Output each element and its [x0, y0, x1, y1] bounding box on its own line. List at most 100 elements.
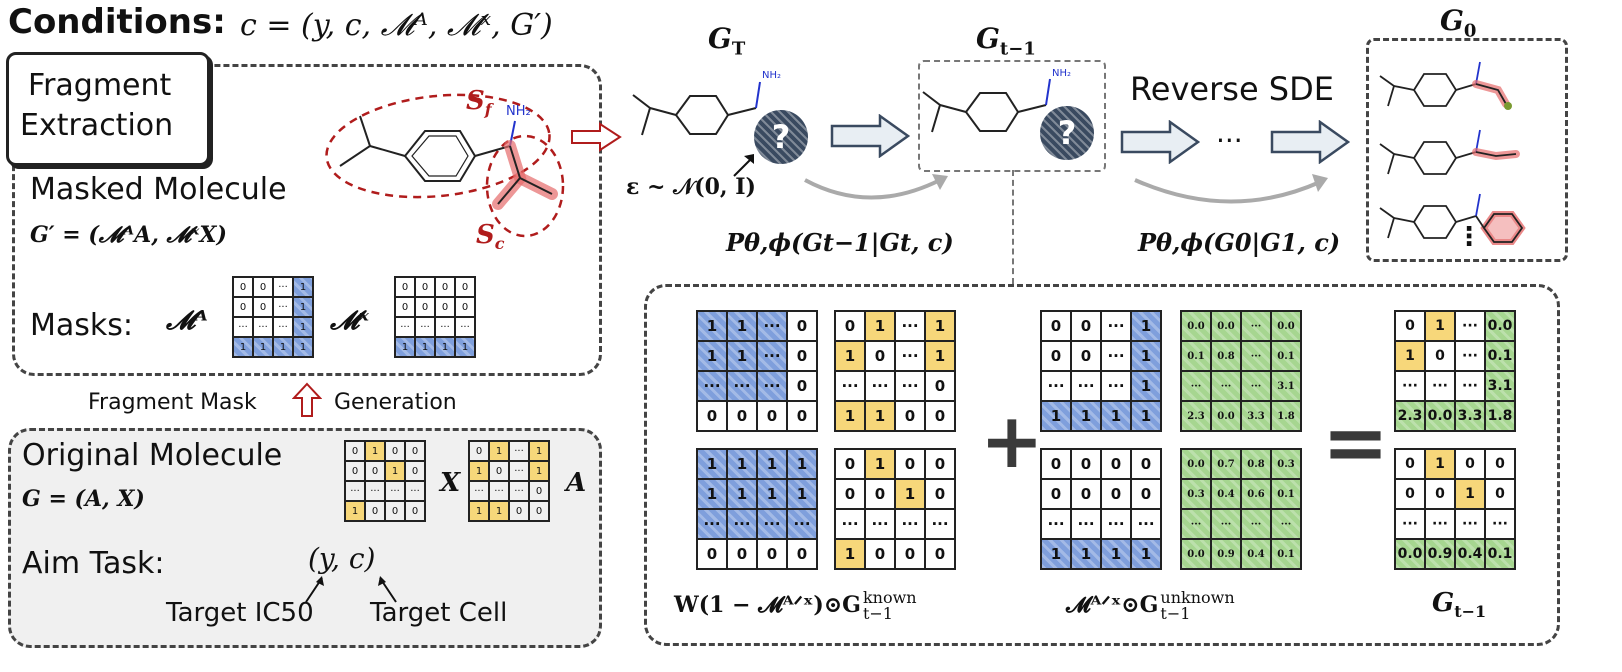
- matrix-cell: 0: [865, 479, 895, 509]
- matrix-cell: 1: [925, 341, 955, 371]
- matrix-cell: 0: [1041, 341, 1071, 371]
- matrix-cell: 0: [865, 539, 895, 569]
- matrix-cell: 0: [345, 441, 365, 461]
- matrix-cell: ···: [509, 441, 529, 461]
- matrix-cell: 0.3: [1271, 449, 1301, 479]
- matrix-cell: 1: [1071, 539, 1101, 569]
- matrix-cell: 0.1: [1485, 341, 1515, 371]
- matrix-cell: ···: [469, 481, 489, 501]
- matrix-cell: 0: [509, 501, 529, 521]
- matrix-cell: ···: [1211, 371, 1241, 401]
- original-molecule-panel: [8, 428, 602, 648]
- matrix-cell: ···: [865, 371, 895, 401]
- sc-label: Sc: [476, 220, 505, 253]
- matrix-cell: 0: [1041, 311, 1071, 341]
- matrix-cell: ···: [415, 317, 435, 337]
- matrix-cell: 0: [1071, 311, 1101, 341]
- matrix-cell: 0: [835, 479, 865, 509]
- matrix-cell: 1.8: [1271, 401, 1301, 431]
- matrix-cell: ···: [1241, 341, 1271, 371]
- matrix-cell: 0: [925, 479, 955, 509]
- matrix-cell: ···: [1425, 509, 1455, 539]
- step-arrow-1: [830, 114, 910, 158]
- gt1-letter: G: [976, 22, 1000, 55]
- mask-gen-right: Generation: [334, 390, 457, 415]
- gt-label: GT: [708, 22, 745, 60]
- g-known-bottom-matrix: 0 1 0 0 0 0 1 0 ··· ··· ··· ··· 1 0 0 0: [834, 448, 956, 570]
- matrix-cell: 1: [455, 337, 475, 357]
- x-small-matrix: 0 1 0 0 0 0 1 0 ··· ··· ··· ··· 1 0 0 0: [344, 440, 426, 522]
- matrix-cell: 1: [1041, 539, 1071, 569]
- matrix-cell: 1: [253, 337, 273, 357]
- matrix-cell: 1: [1131, 311, 1161, 341]
- matrix-cell: 0: [895, 539, 925, 569]
- aim-task-pointer-arrows: [305, 576, 397, 603]
- masked-molecule-title: Masked Molecule: [30, 172, 287, 207]
- matrix-cell: 1: [1101, 539, 1131, 569]
- matrix-cell: ···: [1211, 509, 1241, 539]
- matrix-cell: 0: [405, 501, 425, 521]
- ma-label: 𝓜ᴬ: [166, 306, 208, 336]
- matrix-cell: 0: [1131, 479, 1161, 509]
- matrix-cell: ···: [1395, 509, 1425, 539]
- gt1-question-mark: ?: [1057, 114, 1077, 152]
- matrix-cell: 1: [293, 297, 313, 317]
- mask-a-small-matrix: 0 0 ··· 1 0 0 ··· 1 ··· ··· ··· 1 1 1 1 1: [232, 276, 314, 358]
- matrix-cell: 1: [787, 449, 817, 479]
- matrix-cell: 1: [697, 479, 727, 509]
- step-arrow-2: [1120, 120, 1200, 164]
- matrix-cell: ···: [1241, 371, 1271, 401]
- step-arrow-3: [1270, 120, 1350, 164]
- matrix-cell: 0.9: [1211, 539, 1241, 569]
- matrix-cell: 0: [455, 277, 475, 297]
- matrix-cell: 1: [345, 501, 365, 521]
- matrix-cell: 0: [1395, 479, 1425, 509]
- aim-task-label: Aim Task:: [22, 546, 165, 581]
- matrix-cell: 0: [253, 297, 273, 317]
- matrix-cell: 0: [1101, 479, 1131, 509]
- matrix-cell: 0.4: [1241, 539, 1271, 569]
- matrix-cell: 0: [895, 449, 925, 479]
- matrix-cell: 0: [529, 481, 549, 501]
- matrix-cell: ···: [697, 371, 727, 401]
- mask-bottom-matrix: 0 0 0 0 0 0 0 0 ··· ··· ··· ··· 1 1 1 1: [1040, 448, 1162, 570]
- sc-subscript: c: [494, 234, 505, 254]
- matrix-cell: 1: [925, 311, 955, 341]
- matrix-cell: 0.7: [1211, 449, 1241, 479]
- matrix-cell: 0.1: [1271, 539, 1301, 569]
- caption-known-sub: t−1: [862, 604, 893, 623]
- matrix-cell: 0: [233, 297, 253, 317]
- w-bottom-matrix: 1 1 1 1 1 1 1 1 ··· ··· ··· ··· 0 0 0 0: [696, 448, 818, 570]
- matrix-cell: ···: [1131, 509, 1161, 539]
- matrix-cell: 0: [415, 277, 435, 297]
- mask-x-small-matrix: 0 0 0 0 0 0 0 0 ··· ··· ··· ··· 1 1 1 1: [394, 276, 476, 358]
- reverse-sde-label: Reverse SDE: [1130, 70, 1334, 108]
- matrix-cell: 0: [787, 371, 817, 401]
- caption-unknown-sup: unknown: [1160, 588, 1235, 607]
- caption-known-scripts: known t−1: [863, 590, 917, 622]
- matrix-cell: 1.8: [1485, 401, 1515, 431]
- matrix-cell: 1: [727, 479, 757, 509]
- matrix-cell: ···: [1455, 311, 1485, 341]
- g-known-top-matrix: 0 1 ··· 1 1 0 ··· 1 ··· ··· ··· 0 1 1 0 0: [834, 310, 956, 432]
- gt-unknown-fragment-icon: ?: [754, 110, 808, 164]
- matrix-cell: 1: [1101, 401, 1131, 431]
- mx-label: 𝓜ˣ: [330, 306, 369, 336]
- caption-unknown-scripts: unknown t−1: [1160, 590, 1234, 622]
- matrix-cell: 0.4: [1211, 479, 1241, 509]
- matrix-cell: 1: [233, 337, 253, 357]
- matrix-cell: 0: [727, 401, 757, 431]
- g0-letter: G: [1440, 4, 1464, 37]
- matrix-cell: 0.8: [1241, 449, 1271, 479]
- p-left-formula: Pθ,ϕ(Gt−1|Gt, c): [726, 228, 954, 257]
- gt-letter: G: [708, 22, 732, 55]
- matrix-cell: 1: [1041, 401, 1071, 431]
- matrix-cell: 1: [489, 441, 509, 461]
- matrix-cell: 1: [757, 479, 787, 509]
- matrix-cell: 1: [293, 337, 313, 357]
- caption-unknown-main: 𝓜ᴬᐟˣ⊙G: [1066, 592, 1159, 618]
- matrix-cell: ···: [757, 311, 787, 341]
- matrix-cell: 0.0: [1395, 539, 1425, 569]
- steps-ellipsis: ···: [1216, 124, 1243, 157]
- p-right-formula: Pθ,ϕ(G0|G1, c): [1138, 228, 1341, 257]
